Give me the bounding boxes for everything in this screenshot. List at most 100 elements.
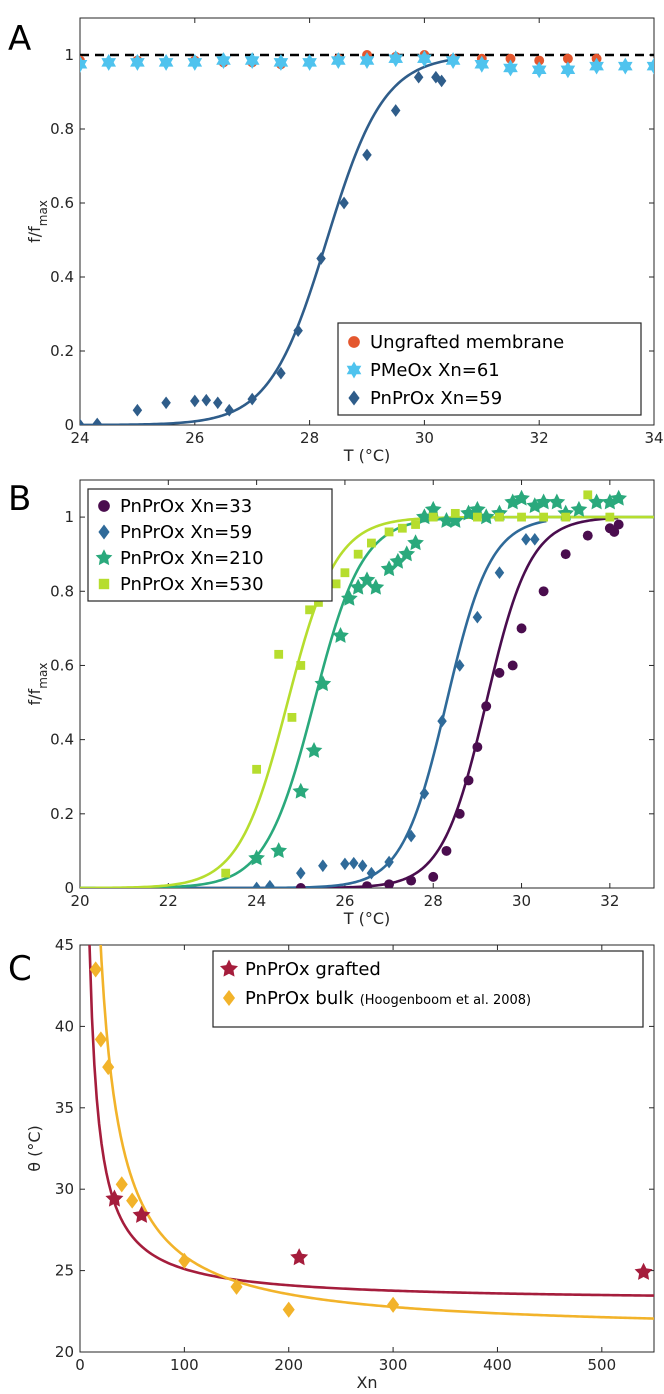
data-point [570, 500, 588, 517]
y-axis-label-main: f/f [25, 226, 44, 243]
data-point [330, 52, 346, 69]
data-point [561, 512, 571, 522]
legend-entry: PnPrOx grafted [245, 959, 381, 980]
data-point [431, 70, 441, 84]
data-point [221, 868, 231, 878]
data-point [357, 859, 368, 873]
data-point [101, 53, 117, 71]
x-axis-label: T (°C) [343, 909, 391, 928]
legend-marker [220, 959, 238, 977]
data-point [530, 533, 540, 546]
data-point [445, 52, 461, 69]
data-point [535, 493, 552, 510]
data-point [495, 512, 504, 522]
data-point [201, 393, 212, 407]
data-point [494, 667, 505, 678]
x-tick-label: 32 [530, 429, 549, 447]
data-point [398, 545, 416, 562]
axes-box [79, 944, 655, 1353]
data-point [428, 512, 438, 522]
data-point [406, 875, 417, 886]
data-point [340, 857, 350, 871]
data-point [216, 52, 231, 69]
x-axis-label: Xn [356, 1373, 377, 1392]
data-point [126, 1192, 139, 1209]
x-tick-label: 20 [70, 892, 89, 910]
data-point [438, 512, 455, 528]
panel-label: A [8, 19, 31, 59]
data-point [331, 579, 341, 589]
data-point [270, 842, 288, 859]
legend-box [87, 488, 333, 602]
fit-curve [80, 519, 547, 888]
data-point [560, 549, 571, 560]
data-point [454, 808, 465, 819]
data-point [287, 712, 297, 722]
data-point [437, 714, 447, 728]
data-point [534, 55, 545, 66]
y-tick-label: 35 [55, 1099, 74, 1117]
data-point [441, 845, 452, 856]
fit-curve [99, 945, 654, 1320]
data-point [397, 523, 407, 533]
legend-entry-name: PnPrOx bulk [245, 988, 354, 1009]
data-point [339, 196, 349, 210]
data-point [105, 1189, 124, 1207]
data-point [507, 660, 518, 671]
data-point [387, 1296, 400, 1313]
data-point [583, 490, 593, 500]
data-point [617, 57, 633, 75]
legend-entry-name: PnPrOx Xn=59 [120, 522, 252, 543]
y-tick-label: 40 [55, 1017, 74, 1035]
fit-curve [88, 945, 654, 1297]
legend-entry-name: PnPrOx Xn=530 [120, 574, 264, 595]
y-axis-label-main: θ (°C) [25, 1125, 44, 1172]
data-point [178, 1252, 191, 1269]
data-point [247, 392, 257, 406]
data-point [244, 52, 260, 69]
data-point [265, 879, 275, 888]
data-point [634, 1262, 653, 1280]
x-tick-label: 26 [185, 429, 204, 447]
legend-entry: PnPrOx bulk (Hoogenboom et al. 2008) [245, 988, 531, 1009]
legend-marker [348, 336, 360, 348]
data-point [132, 1205, 151, 1223]
y-tick-label: 0.2 [50, 342, 74, 360]
data-point [517, 512, 526, 522]
data-point [646, 57, 654, 75]
y-tick-label: 0.8 [50, 582, 74, 600]
data-point [158, 53, 174, 71]
y-tick-label: 0.8 [50, 120, 74, 138]
y-axis-label: f/fmax [25, 200, 50, 243]
data-point [388, 50, 404, 68]
data-point [417, 50, 432, 68]
y-axis-label-main: f/f [25, 688, 44, 705]
data-point [316, 252, 326, 265]
x-axis-label: T (°C) [343, 446, 391, 465]
data-point [380, 560, 398, 577]
legend-entry: PnPrOx Xn=59 [120, 522, 252, 543]
x-tick-label: 100 [170, 1356, 199, 1374]
legend-entry: PnPrOx Xn=530 [120, 574, 264, 595]
x-tick-label: 28 [300, 429, 319, 447]
legend-marker [348, 390, 360, 406]
data-point [428, 871, 439, 882]
data-point [474, 55, 490, 73]
data-point [588, 493, 605, 510]
x-tick-label: 24 [247, 892, 266, 910]
data-point [389, 552, 407, 569]
data-point [367, 538, 376, 548]
data-point [419, 787, 430, 800]
data-point [314, 598, 323, 607]
data-point [454, 659, 465, 672]
data-point [187, 53, 203, 71]
data-point [296, 866, 306, 880]
data-point [460, 504, 477, 521]
y-tick-label: 0.4 [50, 731, 74, 749]
data-point [224, 403, 234, 417]
x-tick-label: 30 [512, 892, 531, 910]
data-point [504, 493, 522, 510]
data-point [539, 512, 549, 522]
legend-entry-name: PMeOx Xn=61 [370, 360, 500, 381]
plot-area [80, 50, 654, 425]
